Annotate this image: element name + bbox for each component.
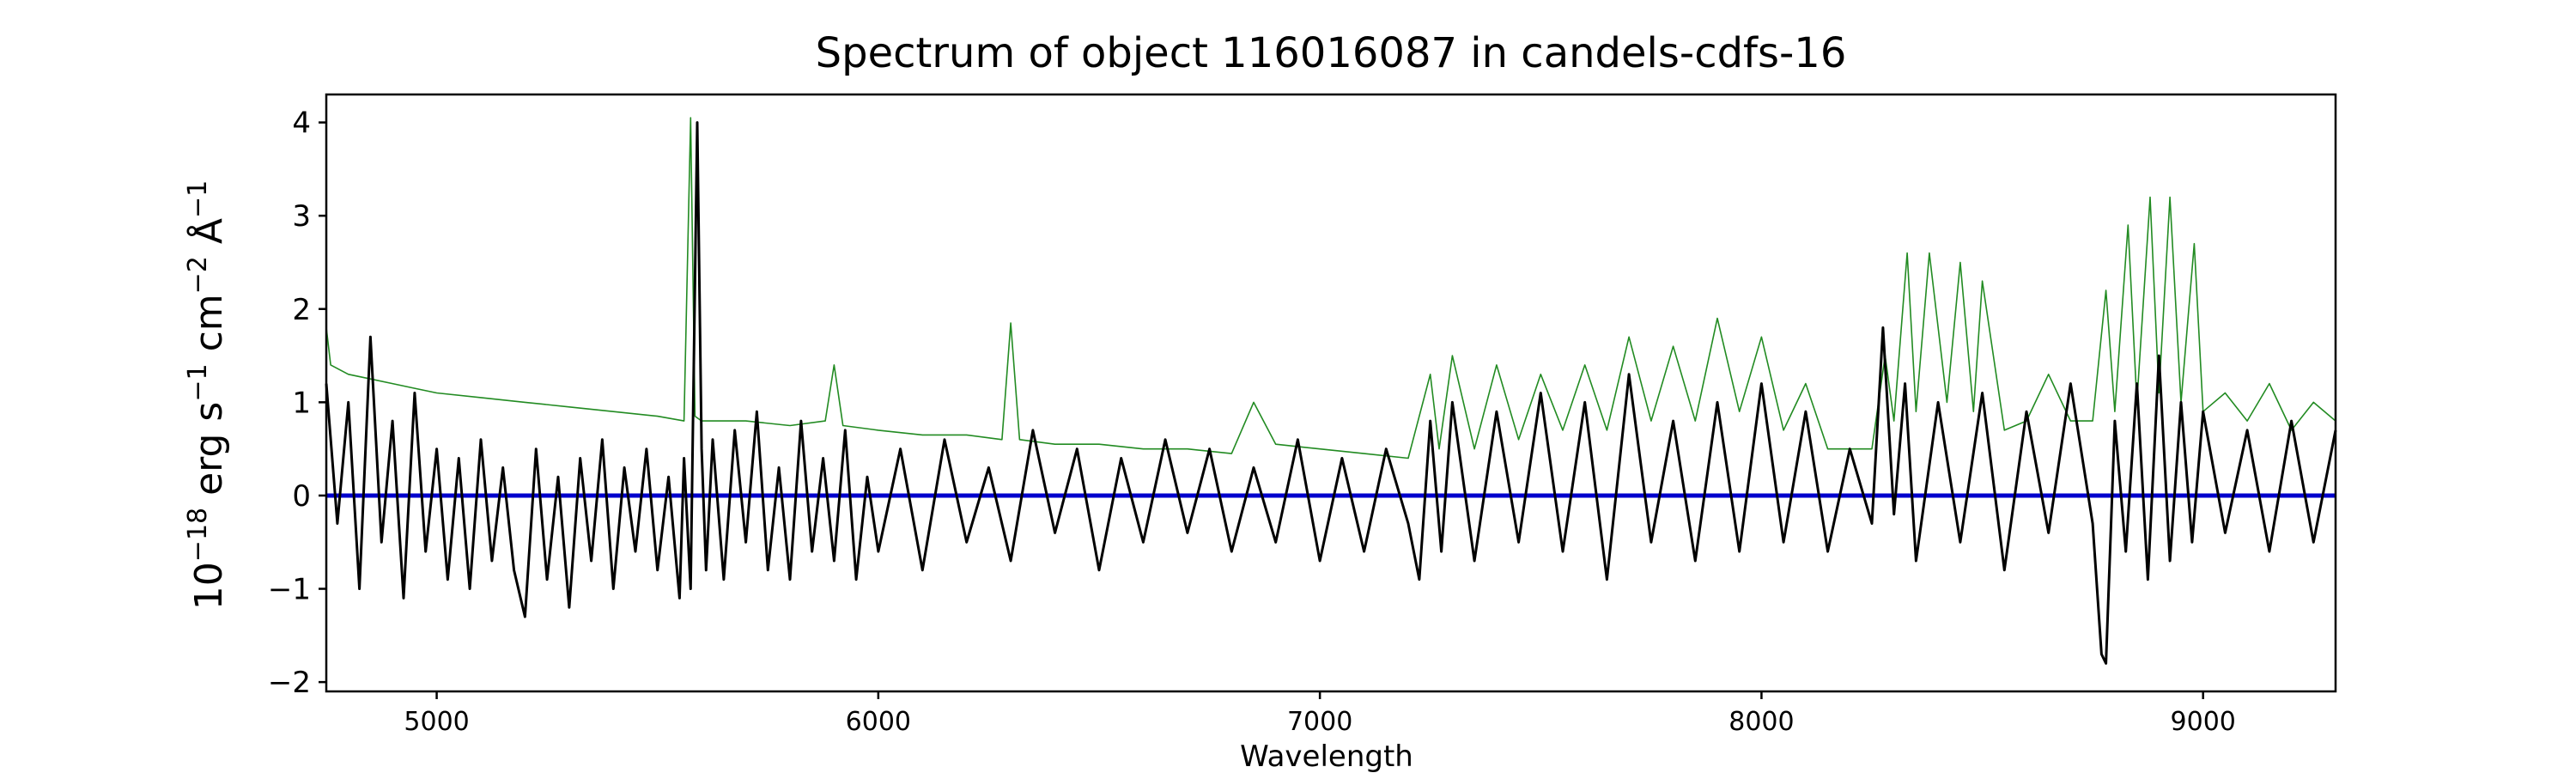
x-axis-label: Wavelength [1240,740,1413,773]
y-tick-label: 2 [292,293,311,327]
y-tick-label: 3 [292,199,311,234]
ylabel-exp-4: −1 [183,180,213,218]
y-axis-label: 10−18 erg s−1 cm−2 Å−1 [183,180,231,610]
ylabel-exp-2: −1 [183,363,213,401]
y-tick-label: 4 [292,107,311,141]
y-tick-label: −2 [268,666,311,700]
x-tick-label: 5000 [404,707,469,737]
y-tick-label: −1 [268,573,311,607]
x-tick-label: 6000 [846,707,911,737]
x-tick-label: 9000 [2171,707,2236,737]
ylabel-unit-1: erg s [187,402,231,508]
flux-series-line [325,121,2337,665]
chart-title: Spectrum of object 116016087 in candels-… [816,29,1847,77]
model-series-line [325,117,2336,460]
ylabel-exp-3: −2 [183,256,213,294]
ylabel-base: 10 [187,562,231,610]
y-tick-label: 0 [292,479,311,514]
ylabel-exp-1: −18 [183,508,213,562]
ylabel-unit-3: Å [185,218,231,256]
ylabel-unit-2: cm [187,294,231,363]
plot-frame [325,93,2337,693]
y-axis-ticks: −2 −1 0 1 2 3 4 [268,107,326,700]
x-axis-ticks: 5000 6000 7000 8000 9000 [404,691,2236,737]
x-tick-label: 7000 [1287,707,1352,737]
plot-area [325,117,2337,665]
x-tick-label: 8000 [1728,707,1794,737]
y-tick-label: 1 [292,386,311,420]
